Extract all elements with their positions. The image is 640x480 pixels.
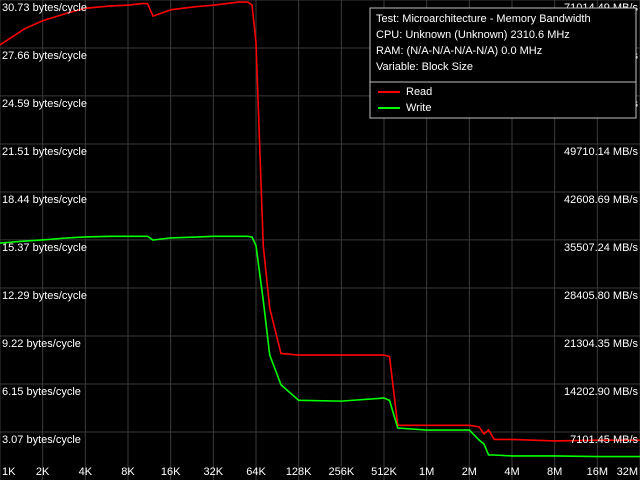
x-tick-label: 16M (587, 466, 608, 478)
data-line (0, 235, 640, 458)
x-tick-label: 128K (286, 466, 312, 478)
y2-tick-label: 14202.90 MB/s (564, 386, 638, 398)
y-tick-label: 30.73 bytes/cycle (2, 2, 87, 14)
x-tick-label: 64K (246, 466, 266, 478)
y2-tick-label: 49710.14 MB/s (564, 146, 638, 158)
x-tick-label: 2M (462, 466, 477, 478)
y-tick-label: 24.59 bytes/cycle (2, 98, 87, 110)
x-tick-label: 256K (328, 466, 354, 478)
y-tick-label: 9.22 bytes/cycle (2, 338, 81, 350)
x-tick-label: 4M (504, 466, 519, 478)
y-tick-label: 18.44 bytes/cycle (2, 194, 87, 206)
x-tick-label: 2K (36, 466, 50, 478)
y2-tick-label: 28405.80 MB/s (564, 290, 638, 302)
data-line (0, 1, 640, 442)
x-tick-label: 8K (121, 466, 135, 478)
info-text: Variable: Block Size (376, 61, 473, 73)
y2-tick-label: 35507.24 MB/s (564, 242, 638, 254)
y-tick-label: 27.66 bytes/cycle (2, 50, 87, 62)
info-text: RAM: (N/A-N/A-N/A-N/A) 0.0 MHz (376, 45, 542, 57)
legend-box (369, 7, 637, 119)
info-text: Test: Microarchitecture - Memory Bandwid… (376, 13, 591, 25)
y2-tick-label: 42608.69 MB/s (564, 194, 638, 206)
legend-label: Write (406, 102, 431, 114)
x-tick-label: 32K (204, 466, 224, 478)
x-tick-label: 1M (419, 466, 434, 478)
y2-tick-label: 21304.35 MB/s (564, 338, 638, 350)
x-tick-label: 8M (547, 466, 562, 478)
x-tick-label: 4K (79, 466, 93, 478)
y-tick-label: 12.29 bytes/cycle (2, 290, 87, 302)
y-tick-label: 6.15 bytes/cycle (2, 386, 81, 398)
legend-label: Read (406, 86, 432, 98)
x-tick-label: 1K (2, 466, 16, 478)
y-tick-label: 3.07 bytes/cycle (2, 434, 81, 446)
x-tick-label: 16K (161, 466, 181, 478)
y2-tick-label: 7101.45 MB/s (570, 434, 638, 446)
info-text: CPU: Unknown (Unknown) 2310.6 MHz (376, 29, 570, 41)
x-tick-label: 512K (371, 466, 397, 478)
x-tick-label: 32M (617, 466, 638, 478)
y-tick-label: 15.37 bytes/cycle (2, 242, 87, 254)
y-tick-label: 21.51 bytes/cycle (2, 146, 87, 158)
